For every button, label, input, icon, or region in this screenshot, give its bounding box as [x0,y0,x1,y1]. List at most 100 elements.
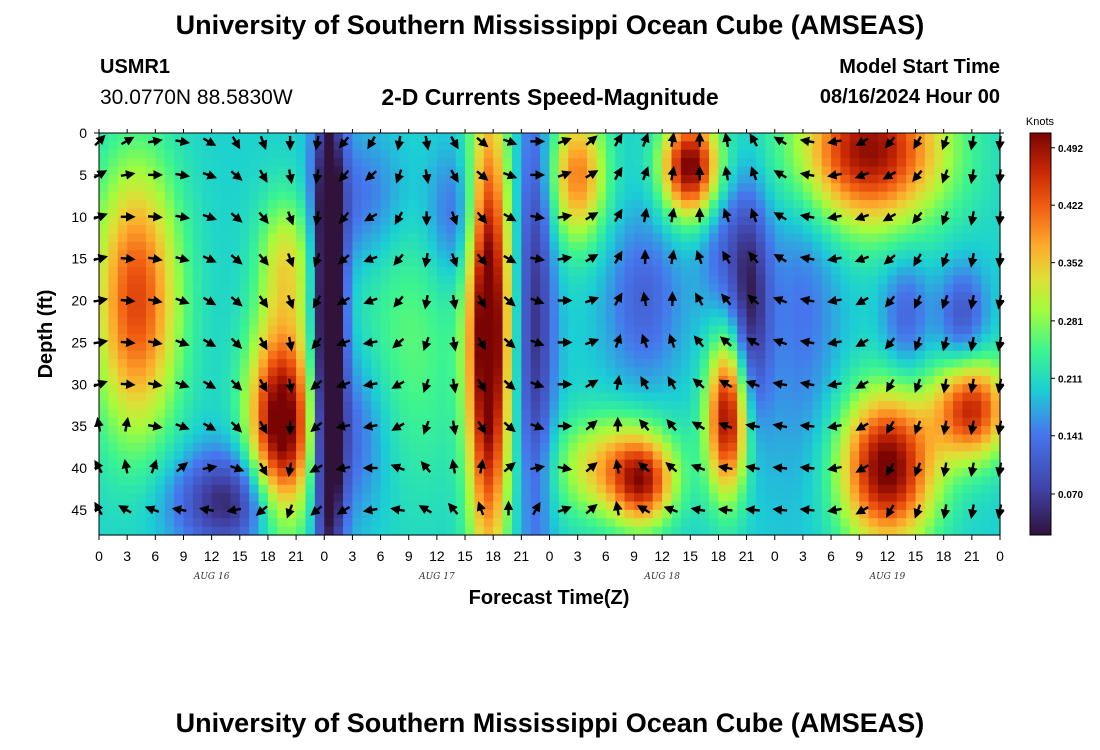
heat-cell [465,233,476,243]
heat-cell [436,258,447,268]
heat-cell [145,174,156,184]
heat-cell [389,283,400,293]
heat-cell [906,342,917,352]
heat-cell [305,359,316,369]
heat-cell [343,308,354,318]
heat-cell [746,325,757,335]
current-vector-arrow [557,136,572,146]
heat-cell [408,384,419,394]
heat-cell [446,208,457,218]
heat-cell [474,158,485,168]
heat-cell [145,225,156,235]
heat-cell [314,325,325,335]
heat-cell [737,183,748,193]
heat-cell [202,317,213,327]
heat-cell [784,200,795,209]
heat-cell [427,141,438,151]
current-vector-arrow [175,337,190,347]
heat-cell [596,518,607,528]
heat-cell [934,325,945,335]
heat-cell [943,267,954,276]
heat-cell [709,225,720,235]
heat-cell [737,292,748,302]
heat-cell [652,241,663,251]
heat-cell [643,451,654,461]
current-vector-arrow [503,212,517,222]
heat-cell [211,442,222,452]
heat-cell [784,375,795,385]
heat-cell [389,158,400,168]
heat-cell [615,300,626,310]
heat-cell [605,275,616,285]
heat-cell [389,434,400,444]
current-vector-arrow [772,379,788,390]
heat-cell [868,409,879,419]
heat-cell [887,476,898,486]
heat-cell [690,384,701,394]
heat-cell [371,283,382,293]
heat-cell [483,409,494,419]
heat-cell [690,275,701,285]
heat-cell [793,191,804,201]
heat-cell [183,334,194,343]
current-vector-arrow [309,463,323,473]
heat-cell [840,200,851,209]
heat-cell [877,300,888,310]
heat-cell [812,208,823,218]
heat-cell [568,518,579,528]
heat-cell [483,451,494,461]
heat-cell [99,149,109,159]
heat-cell [249,451,260,461]
heat-cell [230,275,241,285]
heat-cell [305,375,316,385]
heat-cell [333,518,344,528]
heat-cell [924,200,935,209]
heat-cell [981,241,992,251]
heat-cell [990,292,1001,302]
heat-cell [953,350,964,360]
heat-cell [258,317,269,327]
heat-cell [474,225,485,235]
heat-cell [849,476,860,486]
heat-cell [831,526,842,536]
heat-cell [558,191,569,201]
heat-cell [662,442,673,452]
heat-cell [333,133,344,142]
heat-cell [812,308,823,318]
heat-cell [249,334,260,343]
heat-cell [868,317,879,327]
heat-cell [408,149,419,159]
heat-cell [699,225,710,235]
heat-cell [483,518,494,528]
heat-cell [953,401,964,410]
heat-cell [784,384,795,394]
heat-cell [906,158,917,168]
heat-cell [755,426,766,436]
heat-cell [343,191,354,201]
heat-cell [887,325,898,335]
heat-cell [183,208,194,218]
heat-cell [990,442,1001,452]
current-vector-arrow [640,207,650,223]
heat-cell [117,350,128,360]
heat-cell [568,208,579,218]
current-vector-arrow [773,136,787,146]
heat-cell [314,350,325,360]
heat-cell [690,434,701,444]
heat-cell [746,392,757,402]
heat-cell [493,350,504,360]
heat-cell [924,484,935,494]
heat-cell [821,417,832,427]
heat-cell [145,200,156,209]
heat-cell [680,283,691,293]
heat-cell [540,258,551,268]
heat-cell [549,292,560,302]
heat-cell [774,158,785,168]
heat-cell [953,208,964,218]
heat-cell [821,384,832,394]
heat-cell [680,300,691,310]
heat-cell [793,174,804,184]
heat-cell [709,468,720,477]
heat-cell [915,191,926,201]
heat-cell [286,292,297,302]
